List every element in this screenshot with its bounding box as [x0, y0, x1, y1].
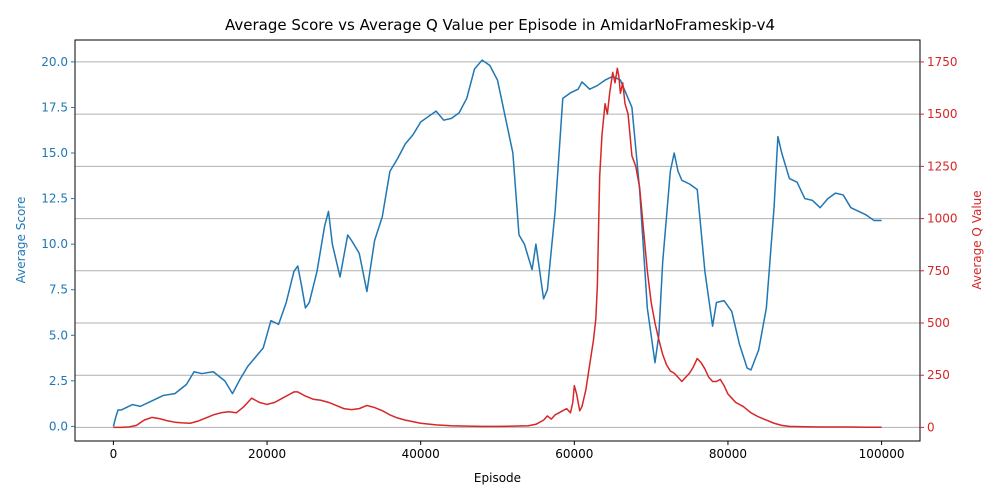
x-tick-label: 60000 — [555, 447, 593, 461]
right-y-axis-ticks: 0 250 500 750 1000 1250 1500 1750 — [920, 55, 958, 434]
series-layer — [112, 59, 882, 429]
x-tick-label: 0 — [110, 447, 118, 461]
left-y-tick-label: 10.0 — [41, 237, 68, 251]
plot-frame — [74, 39, 921, 442]
right-y-tick-label: 500 — [927, 316, 950, 330]
left-y-axis-ticks: 0.0 2.5 5.0 7.5 10.0 12.5 15.0 17.5 20.0 — [41, 55, 75, 433]
grid-layer — [75, 61, 920, 428]
x-tick-label: 20000 — [248, 447, 286, 461]
x-axis-title: Episode — [474, 471, 521, 485]
q-value-series-line — [113, 67, 882, 429]
left-y-tick-label: 0.0 — [49, 419, 68, 433]
left-y-tick-label: 7.5 — [49, 283, 68, 297]
left-y-axis-title: Average Score — [14, 197, 28, 284]
x-tick-label: 40000 — [402, 447, 440, 461]
x-axis-ticks: 0 20000 40000 60000 80000 100000 — [110, 441, 905, 461]
right-y-tick-label: 1250 — [927, 159, 958, 173]
x-tick-label: 100000 — [859, 447, 905, 461]
right-y-tick-label: 1750 — [927, 55, 958, 69]
left-y-tick-label: 17.5 — [41, 100, 68, 114]
x-tick-label: 80000 — [709, 447, 747, 461]
score-series-line — [112, 59, 882, 427]
right-y-axis-title: Average Q Value — [970, 190, 984, 289]
left-y-tick-label: 5.0 — [49, 328, 68, 342]
right-y-tick-label: 750 — [927, 264, 950, 278]
left-y-tick-label: 20.0 — [41, 55, 68, 69]
right-y-tick-label: 0 — [927, 420, 935, 434]
left-y-tick-label: 2.5 — [49, 374, 68, 388]
right-y-tick-label: 1500 — [927, 107, 958, 121]
right-y-tick-label: 1000 — [927, 212, 958, 226]
chart-title: Average Score vs Average Q Value per Epi… — [225, 16, 775, 34]
left-y-tick-label: 15.0 — [41, 146, 68, 160]
left-y-tick-label: 12.5 — [41, 192, 68, 206]
right-y-tick-label: 250 — [927, 368, 950, 382]
